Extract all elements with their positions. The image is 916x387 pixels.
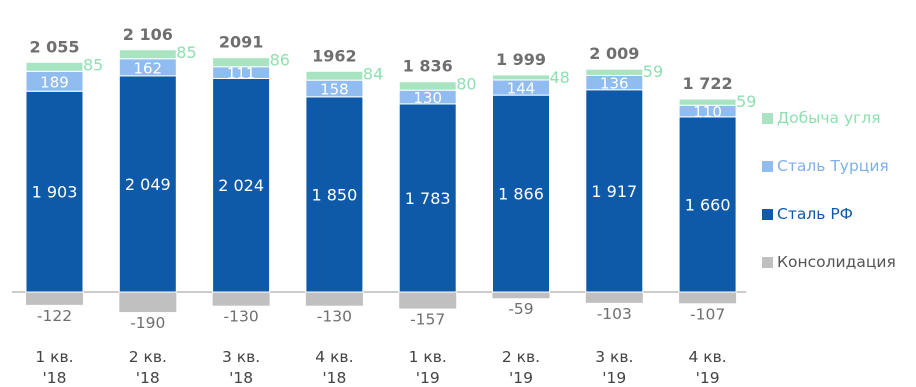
bar-coal [305,70,364,81]
bar-consolidation [399,292,457,309]
label-total: 1 999 [496,50,546,69]
x-tick-label-year: '19 [602,369,626,387]
bar-coal [398,81,457,91]
bar-coal [585,68,644,76]
label-steel-turkey: 189 [40,73,69,91]
label-consolidation: -130 [317,308,352,326]
legend-item: Сталь РФ [762,190,896,238]
legend-item: Консолидация [762,238,896,286]
bar-steel-rf [212,77,271,293]
bar-steel-rf [492,94,550,293]
x-tick-label-year: '19 [416,369,440,387]
label-coal: 80 [456,75,476,94]
label-steel-turkey: 162 [133,59,162,77]
x-tick-label-quarter: 2 кв. [129,348,167,366]
x-tick-label-quarter: 2 кв. [502,348,540,366]
label-steel-rf: 1 903 [32,183,78,202]
bar-steel-rf [398,103,457,293]
label-steel-rf: 2 049 [125,175,171,194]
label-steel-rf: 1 783 [405,189,451,208]
legend-swatch [762,160,773,172]
label-steel-turkey: 111 [227,65,256,83]
x-tick-label-year: '18 [322,369,346,387]
x-tick-label-quarter: 1 кв. [409,348,447,366]
label-total: 1 722 [683,74,733,93]
label-consolidation: -107 [690,305,725,323]
label-steel-turkey: 136 [600,75,629,93]
x-tick-label-quarter: 4 кв. [688,348,726,366]
x-tick-label-year: '19 [509,369,533,387]
label-consolidation: -59 [508,300,533,318]
x-tick-label-quarter: 3 кв. [595,348,633,366]
legend-item: Сталь Турция [762,142,896,190]
x-tick-label-year: '18 [136,369,160,387]
x-tick-label-quarter: 4 кв. [315,348,353,366]
bar-steel-rf [305,96,364,293]
label-total: 1 836 [403,57,453,76]
legend-label: Сталь Турция [777,157,889,175]
label-coal: 84 [363,64,383,83]
bar-steel-rf [585,89,644,293]
label-total: 2 009 [589,44,639,63]
label-consolidation: -103 [597,305,632,323]
legend-label: Сталь РФ [777,205,854,223]
label-coal: 86 [270,51,290,70]
label-coal: 85 [83,55,103,74]
bar-consolidation [26,292,83,305]
label-consolidation: -190 [130,314,165,332]
label-consolidation: -130 [224,308,259,326]
legend-swatch [762,112,773,124]
bar-coal [678,98,737,106]
label-steel-turkey: 158 [320,80,349,98]
x-tick-label-quarter: 3 кв. [222,348,260,366]
label-steel-rf: 1 917 [591,182,637,201]
bar-coal [492,74,550,81]
x-tick-label-year: '18 [43,369,67,387]
bar-coal [212,57,271,68]
bar-consolidation [119,292,177,313]
legend-label: Добыча угля [777,109,881,127]
bar-consolidation [212,292,270,306]
label-steel-turkey: 110 [693,103,722,121]
bar-coal [25,61,84,72]
label-coal: 85 [176,43,196,62]
x-tick-label-year: '18 [229,369,253,387]
label-steel-rf: 1 660 [685,195,731,214]
legend-swatch [762,256,773,268]
legend-label: Консолидация [777,253,896,271]
bar-consolidation [492,292,550,299]
bar-consolidation [305,292,363,306]
legend-item: Добыча угля [762,94,896,142]
label-total: 1962 [312,46,357,65]
label-total: 2 055 [29,37,79,56]
label-steel-rf: 2 024 [218,176,264,195]
x-tick-label-quarter: 1 кв. [35,348,73,366]
bar-coal [118,49,177,60]
bar-steel-rf [25,90,84,293]
label-steel-rf: 1 866 [498,185,544,204]
label-coal: 48 [550,68,570,87]
label-coal: 59 [643,62,663,81]
label-coal: 59 [736,92,756,111]
label-consolidation: -157 [410,311,445,329]
label-total: 2 106 [123,25,173,44]
label-total: 2091 [219,33,264,52]
bar-consolidation [585,292,643,303]
x-tick-label-year: '19 [696,369,720,387]
label-steel-turkey: 144 [507,80,536,98]
label-steel-turkey: 130 [413,89,442,107]
label-consolidation: -122 [37,307,72,325]
chart-legend: Добыча угля Сталь Турция Сталь РФ Консолида… [762,94,896,286]
legend-swatch [762,208,773,220]
bar-consolidation [679,292,737,304]
label-steel-rf: 1 850 [311,185,357,204]
